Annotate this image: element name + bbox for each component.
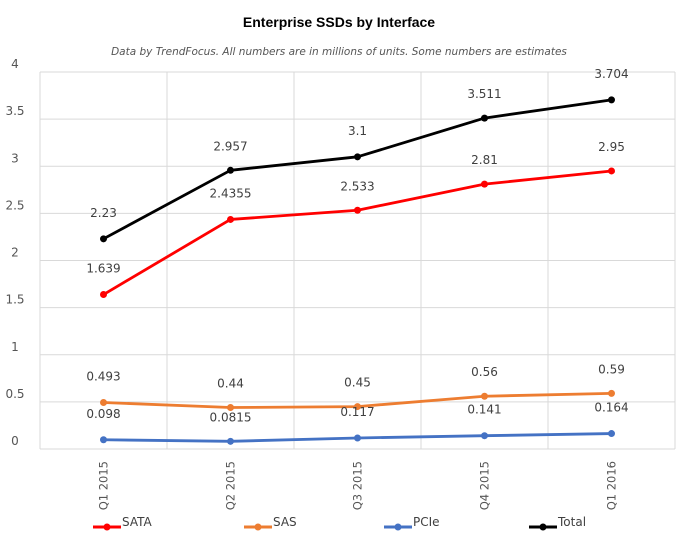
data-label-pcie: 0.141 [467, 403, 501, 417]
legend-marker-sata [103, 523, 111, 531]
data-point-sata [354, 206, 361, 214]
data-label-pcie: 0.117 [340, 405, 374, 419]
y-tick-label: 2.5 [5, 198, 24, 212]
data-point-sata [481, 180, 488, 188]
data-label-sata: 2.81 [471, 153, 498, 167]
data-point-total [100, 235, 107, 243]
x-tick-label: Q3 2015 [351, 461, 365, 510]
data-labels: 1.639 2.4355 2.533 2.81 2.95 0.493 0.44 0.45 0.5… [86, 67, 628, 424]
data-label-total: 3.704 [594, 67, 628, 81]
data-point-pcie [227, 437, 234, 445]
data-label-sata: 1.639 [86, 262, 120, 276]
data-point-sata [227, 215, 234, 223]
data-point-sas [100, 399, 107, 407]
data-point-sas [354, 403, 361, 411]
chart-subtitle: Data by TrendFocus. All numbers are in m… [111, 46, 567, 58]
x-tick-label: Q4 2015 [478, 461, 492, 510]
data-point-total [608, 96, 615, 104]
data-label-sas: 0.56 [471, 365, 498, 379]
data-point-sas [608, 389, 615, 397]
data-label-sata: 2.4355 [210, 186, 252, 200]
chart-title: Enterprise SSDs by Interface [243, 14, 435, 30]
x-tick-label: Q1 2015 [97, 461, 111, 510]
data-label-sas: 0.44 [217, 377, 244, 391]
legend-marker-pcie [394, 523, 402, 531]
legend-label-sas: SAS [273, 515, 297, 529]
series-line-total [102, 98, 612, 241]
legend-label-total: Total [557, 515, 586, 529]
data-point-total [481, 114, 488, 122]
x-tick-label: Q1 2016 [605, 461, 619, 510]
x-tick-label: Q2 2015 [224, 461, 238, 510]
y-tick-label: 4 [11, 57, 19, 71]
data-point-pcie [354, 434, 361, 442]
legend-label-sata: SATA [122, 515, 153, 529]
legend-label-pcie: PCIe [413, 515, 440, 529]
y-tick-label: 0.5 [5, 387, 24, 401]
y-tick-label: 1.5 [5, 293, 24, 307]
data-label-pcie: 0.0815 [210, 410, 252, 424]
data-label-sas: 0.59 [598, 362, 625, 376]
data-point-sas [227, 404, 234, 412]
data-label-pcie: 0.164 [594, 401, 628, 415]
series-group [100, 96, 615, 445]
legend: SATA SAS PCIe Total [93, 515, 586, 531]
data-label-total: 3.511 [467, 87, 501, 101]
data-point-pcie [481, 432, 488, 440]
data-point-pcie [100, 436, 107, 444]
data-point-total [227, 166, 234, 174]
data-label-sata: 2.95 [598, 140, 625, 154]
data-label-sas: 0.493 [86, 370, 120, 384]
data-point-pcie [608, 430, 615, 438]
data-label-total: 2.957 [213, 139, 247, 153]
legend-marker-sas [254, 523, 262, 531]
data-point-total [354, 153, 361, 161]
y-tick-label: 2 [11, 246, 19, 260]
data-label-sas: 0.45 [344, 376, 371, 390]
y-tick-label: 1 [11, 340, 19, 354]
y-tick-label: 0 [11, 434, 19, 448]
data-label-total: 3.1 [348, 124, 367, 138]
x-axis: Q1 2015 Q2 2015 Q3 2015 Q4 2015 Q1 2016 [97, 461, 619, 510]
data-label-total: 2.23 [90, 206, 117, 220]
y-axis: 0 0.5 1 1.5 2 2.5 3 3.5 4 [5, 57, 24, 448]
data-label-pcie: 0.098 [86, 407, 120, 421]
data-point-sas [481, 392, 488, 400]
y-tick-label: 3.5 [5, 104, 24, 118]
legend-marker-total [539, 523, 547, 531]
data-point-sata [100, 291, 107, 299]
data-point-sata [608, 167, 615, 175]
y-tick-label: 3 [11, 151, 19, 165]
data-label-sata: 2.533 [340, 179, 374, 193]
